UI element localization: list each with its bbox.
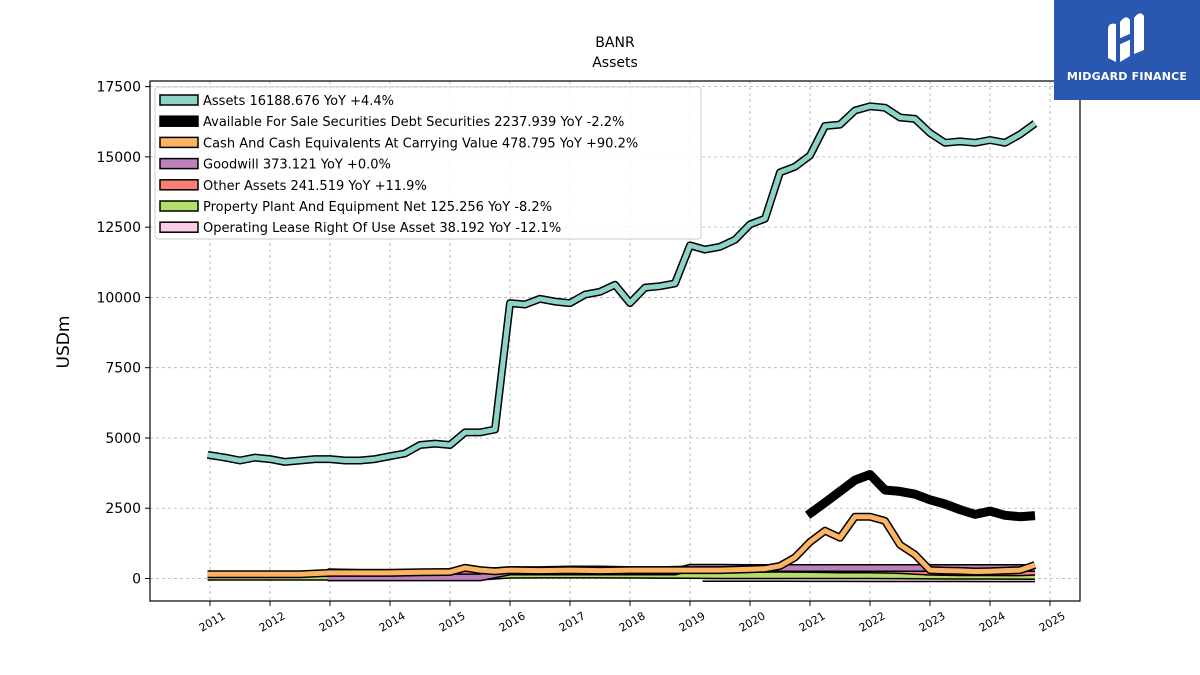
legend-swatch [159,200,199,212]
x-tick-label: 2024 [977,609,1008,634]
midgard-finance-logo: MIDGARD FINANCE [1054,0,1200,100]
legend-label: Cash And Cash Equivalents At Carrying Va… [203,136,638,151]
legend-item: Goodwill 373.121 YoY +0.0% [159,157,391,173]
x-tick-label: 2015 [437,609,468,634]
x-tick-label: 2017 [557,609,588,634]
x-tick-label: 2013 [317,609,348,634]
chart-subtitle: Assets [592,55,638,71]
x-tick-label: 2016 [497,609,528,634]
y-tick-label: 7500 [105,361,141,377]
y-axis-label: USDm [54,316,74,369]
y-tick-label: 12500 [96,220,141,236]
legend-label: Property Plant And Equipment Net 125.256… [203,200,552,215]
series-assets [206,102,1038,466]
legend-label: Operating Lease Right Of Use Asset 38.19… [203,221,561,236]
midgard-logo-icon [1108,13,1144,63]
legend: Assets 16188.676 YoY +4.4% Available For … [154,86,702,240]
legend-label: Assets 16188.676 YoY +4.4% [203,94,394,109]
legend-label: Available For Sale Securities Debt Secur… [203,115,624,130]
legend-label: Goodwill 373.121 YoY +0.0% [203,158,391,173]
legend-item: Cash And Cash Equivalents At Carrying Va… [159,136,638,151]
series-line [207,514,1036,577]
y-tick-label: 2500 [105,501,141,517]
legend-box [154,86,702,240]
chart-title: BANR [595,35,635,51]
series-line [804,470,1036,522]
legend-swatch [159,115,199,127]
y-tick-label: 15000 [96,150,141,166]
x-tick-label: 2019 [677,609,708,634]
series-cash-and-cash-equivalents-at-carrying-value [207,512,1037,579]
legend-swatch [159,221,199,233]
legend-swatch [159,157,199,170]
y-tick-label: 17500 [96,80,141,96]
x-tick-label: 2020 [737,609,768,634]
plot-frame [149,80,1081,602]
series-line [207,103,1037,465]
y-tick-label: 5000 [105,431,141,447]
x-tick-label: 2012 [257,609,288,634]
series-available-for-sale-securities-debt-securities [804,470,1036,522]
x-tick-label: 2022 [857,609,888,634]
legend-swatch [159,136,199,149]
x-tick-label: 2011 [197,609,228,634]
legend-item: Other Assets 241.519 YoY +11.9% [159,179,427,194]
legend-swatch [159,179,199,191]
x-tick-label: 2021 [797,609,828,634]
legend-item: Assets 16188.676 YoY +4.4% [159,94,394,109]
plot-area [206,102,1038,583]
legend-swatch [159,94,199,106]
y-tick-label: 0 [132,572,141,588]
legend-item: Operating Lease Right Of Use Asset 38.19… [159,221,561,236]
x-tick-label: 2014 [377,609,408,634]
legend-item: Property Plant And Equipment Net 125.256… [159,200,552,215]
logo-brand-text: MIDGARD FINANCE [1066,70,1188,83]
x-tick-label: 2023 [917,609,948,634]
legend-label: Other Assets 241.519 YoY +11.9% [203,179,427,194]
x-tick-label: 2025 [1037,609,1068,634]
x-tick-label: 2018 [617,609,648,634]
legend-item: Available For Sale Securities Debt Secur… [159,115,624,130]
y-tick-label: 10000 [96,290,141,306]
